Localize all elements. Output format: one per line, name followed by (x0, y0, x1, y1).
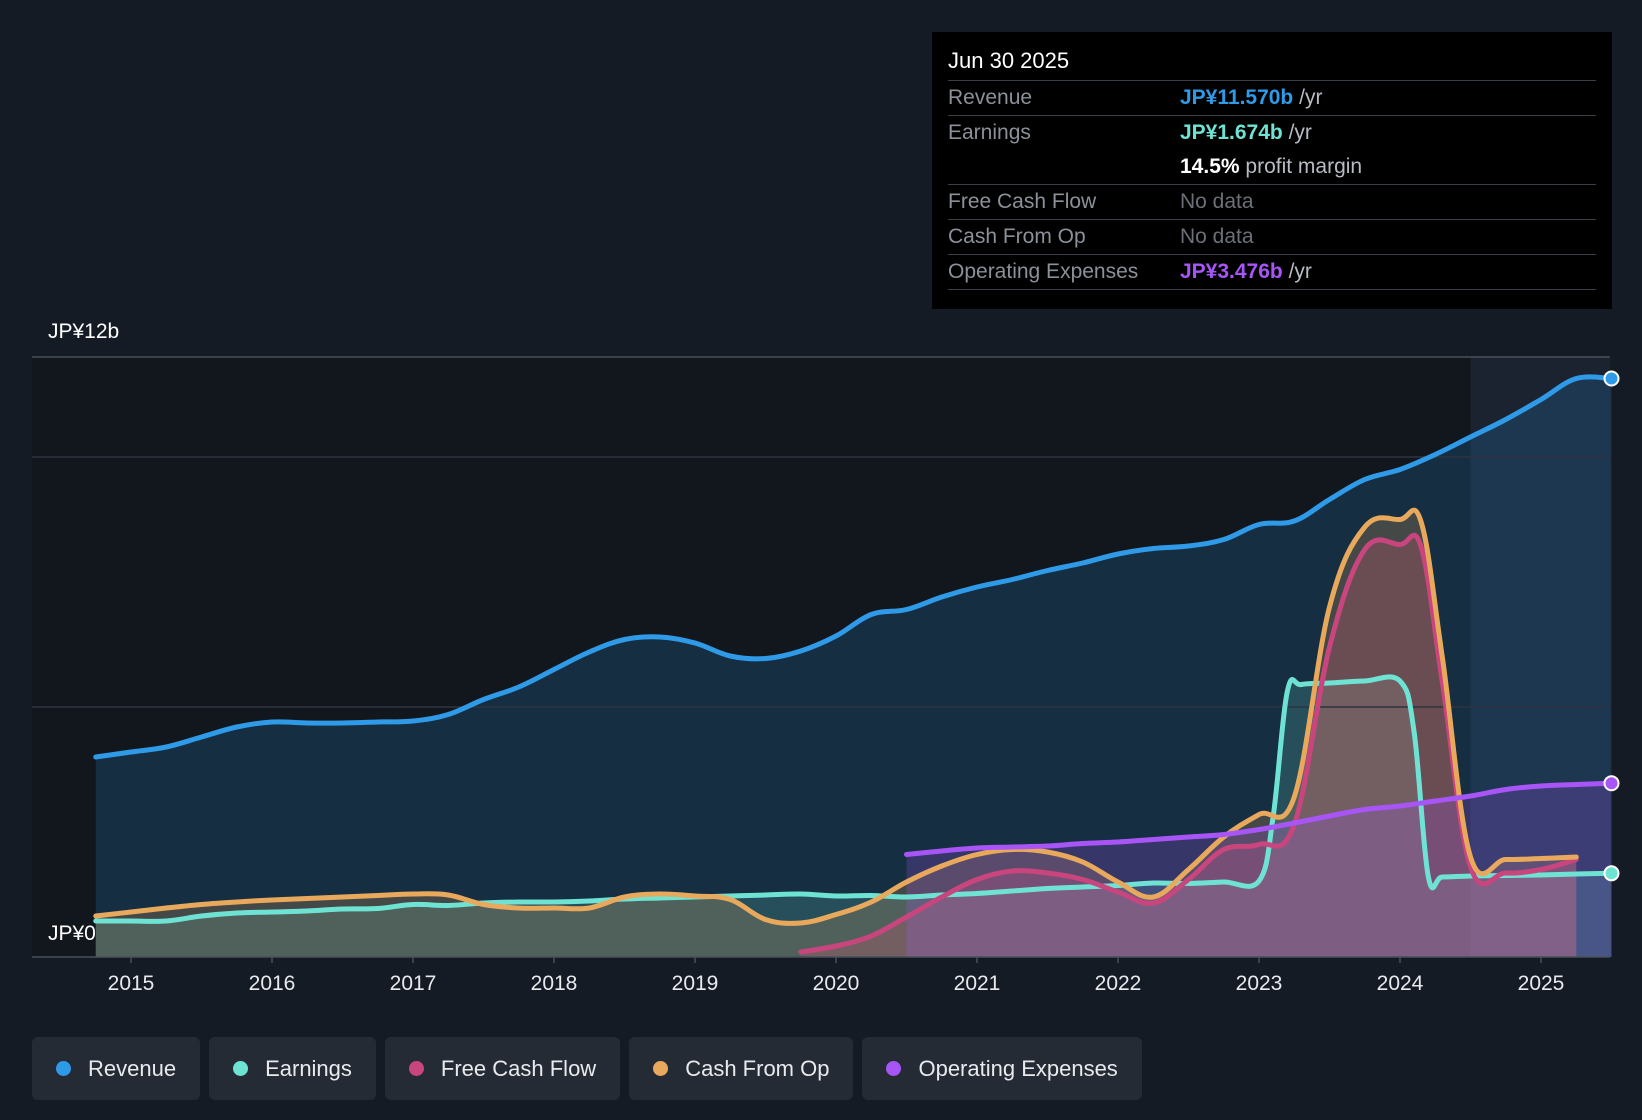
x-tick-2015: 2015 (108, 972, 155, 995)
tooltip-margin-value: 14.5% (1180, 155, 1240, 178)
line-revenue (93, 374, 1614, 760)
legend-operating-expenses[interactable]: Operating Expenses (862, 1037, 1142, 1100)
x-tick-2022: 2022 (1095, 972, 1142, 995)
tooltip-row-opex: Operating Expenses JP¥3.476b /yr (948, 255, 1596, 290)
tooltip-earnings-value: JP¥1.674b (1180, 121, 1283, 144)
tooltip-date: Jun 30 2025 (948, 46, 1596, 81)
legend-cash-from-op[interactable]: Cash From Op (629, 1037, 854, 1100)
tooltip-revenue-unit: /yr (1299, 86, 1323, 109)
tooltip-opex-unit: /yr (1288, 260, 1312, 283)
tooltip-row-margin: 14.5% profit margin (948, 150, 1596, 185)
cash-from-op-dot-icon (653, 1061, 669, 1076)
tooltip-margin-unit: profit margin (1245, 155, 1363, 178)
tooltip-revenue-label: Revenue (948, 86, 1033, 109)
tooltip-row-revenue: Revenue JP¥11.570b /yr (948, 81, 1596, 116)
x-tick-2019: 2019 (672, 972, 719, 995)
tooltip-opex-label: Operating Expenses (948, 260, 1139, 283)
end-marker-earnings (1603, 865, 1620, 882)
area-earnings (95, 676, 1612, 957)
legend-earnings-label: Earnings (265, 1055, 352, 1081)
tooltip-panel: Jun 30 2025 Revenue JP¥11.570b /yr Earni… (932, 32, 1612, 309)
tooltip-earnings-label: Earnings (948, 121, 1031, 144)
earnings-dot-icon (233, 1061, 249, 1076)
line-cash-from-op (93, 507, 1579, 926)
revenue-dot-icon (56, 1061, 71, 1076)
legend-revenue[interactable]: Revenue (32, 1037, 201, 1100)
x-tick-2017: 2017 (390, 972, 437, 995)
tooltip-earnings-unit: /yr (1288, 121, 1312, 144)
area-free-cash-flow (800, 535, 1577, 957)
free-cash-flow-dot-icon (408, 1061, 424, 1076)
area-revenue (95, 376, 1612, 957)
legend-revenue-label: Revenue (88, 1055, 177, 1081)
tooltip-row-earnings: Earnings JP¥1.674b /yr (948, 116, 1596, 150)
legend: Revenue Earnings Free Cash Flow Cash Fro… (32, 1037, 1151, 1100)
x-tick-2025: 2025 (1518, 972, 1565, 995)
chart-canvas: 2015 2016 2017 2018 2019 2020 2021 2022 2023 2024… (32, 356, 1620, 995)
tooltip-cfo-value: No data (1180, 225, 1254, 248)
legend-cash-from-op-label: Cash From Op (685, 1055, 830, 1081)
tooltip-fcf-value: No data (1180, 190, 1254, 213)
y-axis-bottom-label: JP¥0 (48, 922, 96, 945)
end-marker-operating-expenses (1603, 775, 1620, 792)
tooltip-cfo-label: Cash From Op (948, 225, 1086, 248)
x-tick-2023: 2023 (1236, 972, 1283, 995)
tooltip-fcf-label: Free Cash Flow (948, 190, 1097, 213)
area-operating-expenses (906, 783, 1612, 957)
end-marker-revenue (1603, 370, 1620, 387)
legend-free-cash-flow-label: Free Cash Flow (440, 1055, 597, 1081)
tooltip-revenue-value: JP¥11.570b (1180, 86, 1294, 109)
x-tick-2021: 2021 (954, 972, 1001, 995)
tooltip-row-cfo: Cash From Op No data (948, 220, 1596, 255)
y-axis-top-label: JP¥12b (48, 320, 120, 343)
operating-expenses-dot-icon (886, 1061, 902, 1076)
x-tick-2016: 2016 (249, 972, 296, 995)
x-tick-2018: 2018 (531, 972, 578, 995)
line-operating-expenses (904, 780, 1614, 857)
tooltip-opex-value: JP¥3.476b (1180, 260, 1283, 283)
legend-free-cash-flow[interactable]: Free Cash Flow (384, 1037, 621, 1100)
legend-earnings[interactable]: Earnings (209, 1037, 376, 1100)
tooltip-row-fcf: Free Cash Flow No data (948, 185, 1596, 220)
x-tick-2024: 2024 (1377, 972, 1424, 995)
legend-operating-expenses-label: Operating Expenses (918, 1055, 1118, 1081)
x-tick-2020: 2020 (813, 972, 860, 995)
